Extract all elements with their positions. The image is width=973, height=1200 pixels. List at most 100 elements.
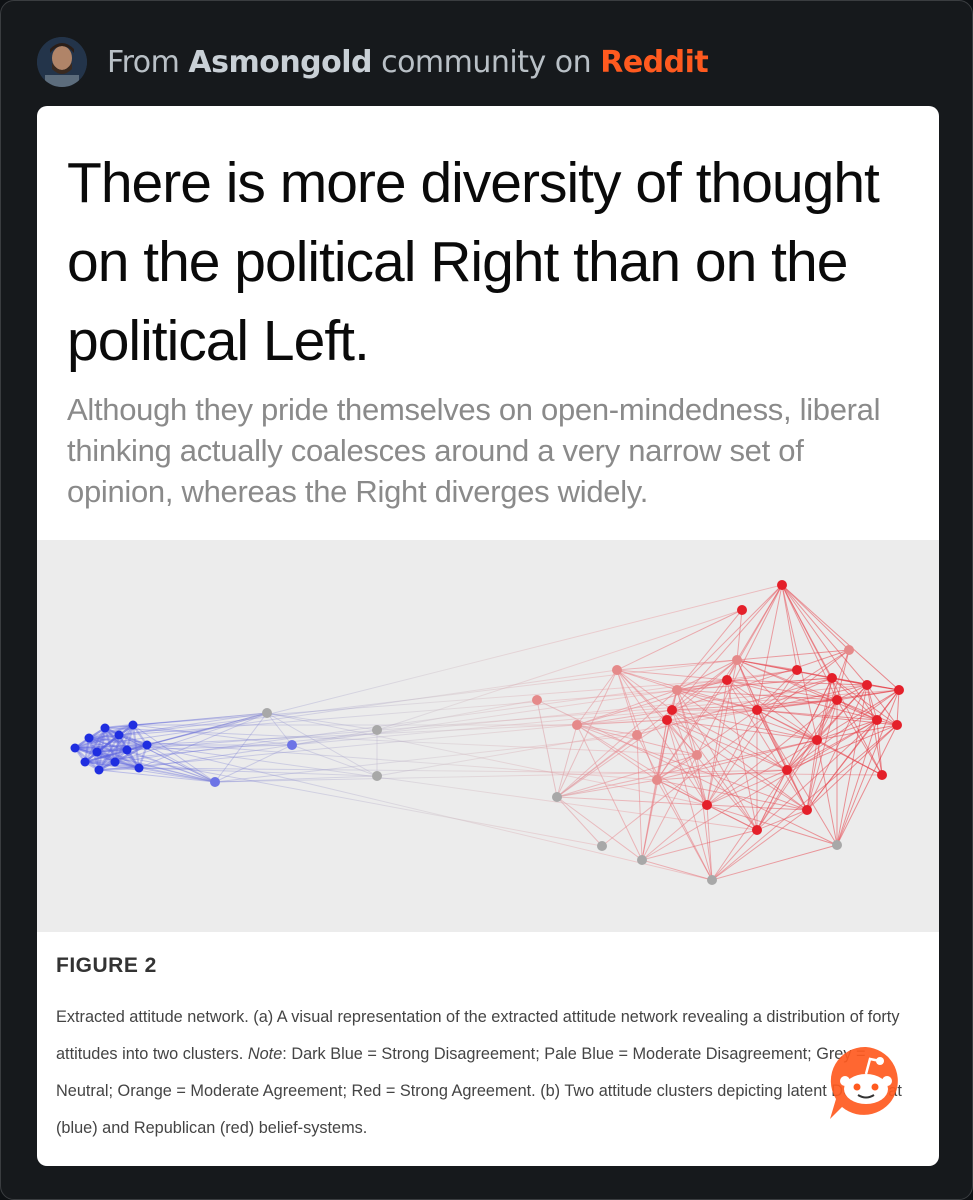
headline: There is more diversity of thought on th… [67, 151, 880, 373]
caption-note: Note [247, 1045, 283, 1063]
network-edge [671, 659, 738, 711]
post-header: From Asmongold community on Reddit [37, 37, 709, 87]
network-edge [671, 709, 788, 771]
network-edge [576, 669, 618, 726]
network-edge [706, 659, 738, 806]
network-edge [786, 724, 898, 771]
network-edge [666, 719, 818, 741]
network-edge [736, 659, 818, 741]
network-edges [74, 584, 900, 881]
network-edge [756, 709, 838, 846]
network-edge [781, 584, 833, 679]
network-edge [214, 712, 268, 783]
network-edge [836, 699, 878, 721]
post-image-card[interactable]: There is more diversity of thought on th… [37, 106, 939, 1166]
network-node-red [877, 770, 887, 780]
network-edge [96, 751, 216, 783]
network-edge [736, 609, 743, 661]
network-edge [726, 679, 868, 686]
network-edge [556, 669, 618, 798]
network-edge [656, 709, 758, 781]
source-middle: community on [381, 44, 592, 80]
network-node-red [894, 685, 904, 695]
network-edge [866, 684, 878, 721]
network-node-dark-blue [92, 747, 102, 757]
user-avatar[interactable] [37, 37, 87, 87]
network-edge [781, 584, 900, 691]
network-edge [556, 796, 708, 806]
network-node-dark-blue [100, 723, 110, 733]
platform-name[interactable]: Reddit [600, 44, 709, 80]
network-edge [676, 659, 738, 691]
network-edge [666, 719, 708, 806]
network-edge [291, 689, 678, 746]
network-edge [98, 769, 216, 783]
network-edge [576, 679, 728, 726]
network-edge [576, 724, 643, 861]
network-node-red [812, 735, 822, 745]
network-node-red [752, 705, 762, 715]
network-edge [84, 761, 216, 783]
network-edge [376, 609, 743, 731]
network-figure [37, 540, 939, 932]
network-edge [616, 669, 708, 806]
network-node-red [752, 825, 762, 835]
network-node-orange [732, 655, 742, 665]
network-node-red [832, 695, 842, 705]
network-edge [671, 709, 808, 811]
network-edge [118, 659, 738, 736]
network-edge [576, 689, 678, 726]
network-edge [556, 719, 668, 798]
network-edge [786, 684, 868, 771]
network-edge [756, 719, 878, 831]
network-edge [676, 689, 818, 741]
network-node-red [777, 580, 787, 590]
network-edge [836, 649, 850, 701]
network-node-dark-blue [70, 743, 80, 753]
community-name[interactable]: Asmongold [188, 44, 373, 80]
network-edge [816, 739, 838, 846]
network-node-grey [832, 840, 842, 850]
network-edge [376, 699, 538, 731]
network-edge [616, 669, 758, 711]
network-node-orange [672, 685, 682, 695]
network-node-pale-blue [210, 777, 220, 787]
network-node-dark-blue [94, 765, 104, 775]
network-edge [786, 769, 808, 811]
network-edge [711, 809, 808, 881]
network-edge [706, 669, 798, 806]
network-node-grey [637, 855, 647, 865]
network-edge [616, 669, 668, 721]
network-edge [726, 679, 758, 831]
network-edge [291, 709, 673, 746]
network-node-red [892, 720, 902, 730]
caption-part-1: Extracted attitude network. (a) A visual… [56, 1008, 900, 1063]
network-node-grey [552, 792, 562, 802]
network-edge [676, 609, 743, 691]
network-edge [138, 712, 268, 769]
source-prefix: From [107, 44, 180, 80]
network-edge [836, 689, 900, 701]
network-edge [786, 699, 838, 771]
network-edge [671, 584, 783, 711]
attitude-network-graph [70, 580, 904, 885]
network-node-orange [572, 720, 582, 730]
network-edge [96, 689, 900, 753]
network-node-red [722, 675, 732, 685]
subheadline: Although they pride themselves on open-m… [67, 392, 881, 509]
network-edge [836, 719, 878, 846]
network-edge [836, 689, 900, 846]
network-node-red [802, 805, 812, 815]
network-edge [98, 724, 134, 771]
network-edge [706, 769, 788, 806]
network-edge [132, 724, 216, 783]
network-node-dark-blue [134, 763, 144, 773]
network-edge [866, 684, 898, 726]
network-edge [266, 712, 378, 777]
network-edge [656, 779, 713, 881]
network-edge [876, 719, 883, 776]
network-edge [706, 679, 728, 806]
network-edge [556, 796, 603, 847]
network-edge [781, 584, 868, 686]
network-edge [576, 724, 708, 806]
